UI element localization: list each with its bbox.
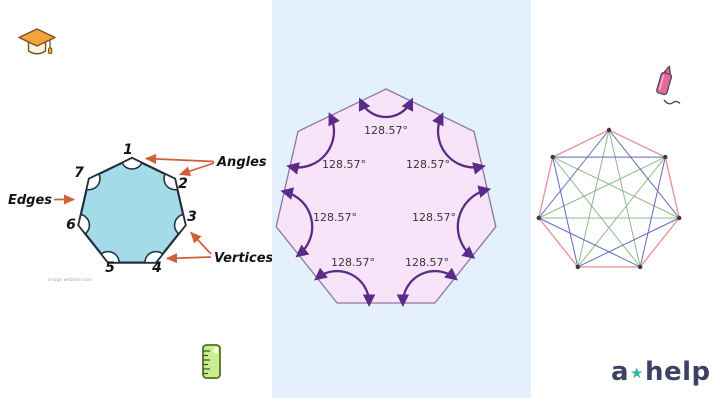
logo-star-icon: ★: [630, 364, 644, 382]
crayon-squiggle: [663, 99, 681, 105]
short-diagonals: [538, 129, 680, 268]
pointer-arrows: [54, 153, 215, 264]
long-diagonals: [538, 129, 680, 268]
vertex-number-3: 3: [187, 209, 197, 225]
vertex-number-2: 2: [178, 176, 188, 192]
edges-label: Edges: [8, 193, 52, 208]
cap-board: [18, 28, 56, 47]
cap-base: [27, 42, 47, 55]
angle-label-mid-left: 128.57°: [313, 211, 357, 224]
vertices-arrow-2: [165, 253, 212, 264]
interior-angles-figure: 128.57° 128.57° 128.57° 128.57° 128.57° …: [275, 88, 497, 307]
vertex-dots: [536, 127, 682, 270]
vertex-number-6: 6: [66, 217, 76, 233]
angles-label: Angles: [216, 155, 267, 170]
vertex-number-7: 7: [74, 165, 84, 181]
heptagon-shape: [275, 88, 497, 304]
graduation-cap-icon: [18, 28, 56, 55]
angles-arrow-1: [144, 153, 215, 164]
angle-label-lower-right: 128.57°: [405, 256, 449, 269]
heptagon-diagonals-figure: [536, 127, 682, 270]
angle-label-upper-left: 128.57°: [322, 158, 366, 171]
logo-text-help: help: [645, 357, 711, 387]
vertex-number-5: 5: [105, 260, 115, 276]
angles-arrow-2: [178, 162, 215, 177]
cap-tassel: [48, 47, 53, 54]
crayon-highlight: [658, 74, 665, 91]
ruler-ticks: [203, 350, 210, 375]
interior-angle-arcs: [280, 97, 492, 307]
vertices-arrow-1: [190, 231, 212, 255]
vertices-label: Vertices: [214, 251, 272, 266]
vertex-number-4: 4: [151, 260, 162, 276]
heptagon-shape: [77, 156, 187, 264]
angle-label-upper-right: 128.57°: [406, 158, 450, 171]
crayon-icon: [656, 65, 681, 105]
heptagon-outline: [538, 129, 680, 268]
angle-label-top: 128.57°: [364, 124, 408, 137]
ahelp-logo: a ★ help: [611, 352, 716, 392]
corner-angle-marks: [77, 157, 187, 264]
logo-text-a: a: [611, 357, 630, 387]
angle-label-mid-right: 128.57°: [412, 211, 456, 224]
labeled-heptagon-figure: 1 2 3 4 5 6 7 Edges Angles Vertices imag…: [8, 142, 272, 283]
angle-label-lower-left: 128.57°: [331, 256, 375, 269]
ruler-icon: [202, 344, 221, 379]
crayon-body: [656, 71, 673, 96]
watermark: image website com: [48, 277, 92, 283]
interior-angles-panel: 128.57° 128.57° 128.57° 128.57° 128.57° …: [272, 0, 531, 398]
ruler-shine: [213, 347, 218, 354]
vertex-number-1: 1: [123, 142, 133, 158]
